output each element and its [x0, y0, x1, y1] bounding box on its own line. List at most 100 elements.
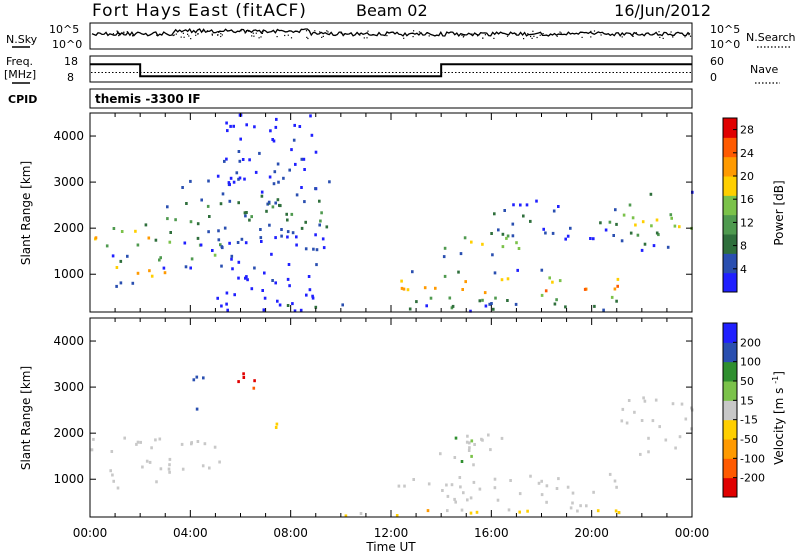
power-colorbar-segment: [723, 156, 737, 177]
power-scatter-cell: [166, 205, 169, 209]
velocity-colorbar-tick-label: -50: [740, 433, 758, 446]
velocity-scatter-cell: [627, 399, 631, 402]
power-scatter-cell: [196, 222, 200, 226]
noise-search-point: [672, 36, 674, 38]
noise-search-point: [390, 31, 392, 33]
power-scatter-cell: [463, 236, 467, 240]
power-scatter-cell: [655, 218, 659, 222]
velocity-scatter-cell: [395, 514, 399, 517]
velocity-scatter-cell: [150, 446, 153, 450]
velocity-scatter-cell: [168, 457, 172, 461]
power-scatter-cell: [189, 179, 192, 183]
velocity-scatter-cell: [540, 479, 543, 483]
noise-search-point: [220, 35, 222, 38]
velocity-scatter-cell: [617, 511, 621, 514]
time-axis: 00:00 04:00 08:00 12:00 16:00 20:00 00:00: [73, 526, 710, 540]
date-label: 16/Jun/2012: [614, 1, 711, 20]
power-scatter-cell: [223, 226, 227, 230]
noise-search-point: [600, 34, 602, 36]
power-scatter-cell: [566, 234, 570, 238]
velocity-scatter-cell: [213, 445, 217, 449]
velocity-colorbar: -200 -100 -50 -15 15 50 100 200: [722, 322, 765, 498]
noise-search-point: [307, 37, 309, 40]
noise-sky-label: N.Sky: [6, 33, 38, 46]
power-scatter-cell: [228, 241, 231, 245]
velocity-scatter-cell: [545, 484, 549, 488]
power-scatter-cell: [271, 279, 274, 282]
power-scatter-cell: [237, 150, 241, 153]
power-scatter-cell: [643, 242, 647, 246]
power-colorbar-tick-label: 12: [740, 216, 754, 229]
velocity-scatter-cell: [123, 436, 126, 440]
freq-label-line2: [MHz]: [4, 68, 36, 81]
beam-label: Beam 02: [356, 1, 428, 20]
noise-search-point: [287, 34, 289, 36]
power-colorbar-tick-label: 8: [740, 240, 747, 253]
noise-search-point: [531, 37, 533, 39]
power-scatter-cell: [569, 226, 572, 230]
noise-panel: N.Sky 10^5 10^0 10^5 10^0 N.Search: [6, 22, 796, 51]
noise-search-point: [672, 35, 674, 37]
velocity-colorbar-segment: [723, 439, 737, 459]
noise-right-tick-top: 10^5: [710, 23, 740, 36]
power-scatter-cell: [274, 125, 278, 129]
power-scatter-cell: [608, 220, 612, 224]
velocity-scatter-cell: [592, 490, 595, 494]
power-scatter-cell: [315, 248, 319, 252]
velocity-scatter-cell: [557, 477, 560, 481]
velocity-colorbar-segment: [723, 323, 737, 343]
power-scatter-cell: [491, 253, 494, 257]
power-scatter-cell: [612, 234, 615, 237]
power-scatter-cell: [512, 203, 515, 207]
velocity-scatter-cell: [480, 437, 483, 441]
velocity-scatter-cell: [647, 450, 650, 454]
freq-left-tick-top: 18: [64, 55, 78, 68]
velocity-scatter-cell: [469, 496, 473, 500]
y-tick-label: 4000: [53, 334, 84, 348]
noise-search-point: [175, 33, 177, 35]
power-scatter-cell: [230, 254, 234, 258]
power-scatter-cell: [276, 162, 280, 166]
power-scatter-cell: [503, 209, 506, 212]
power-scatter-cell: [564, 237, 567, 241]
noise-search-point: [635, 32, 637, 34]
power-scatter-cell: [673, 224, 677, 228]
power-colorbar-segment: [723, 195, 737, 216]
power-scatter-cell: [564, 305, 567, 309]
velocity-scatter-cell: [427, 482, 431, 486]
velocity-scatter-cell: [110, 450, 114, 453]
power-scatter-cell: [649, 192, 653, 196]
power-scatter-cell: [274, 201, 277, 205]
noise-search-point: [284, 34, 286, 37]
power-scatter-cell: [225, 291, 229, 295]
noise-panel-frame: [89, 22, 693, 50]
noise-search-point: [211, 34, 213, 36]
velocity-scatter: [90, 372, 694, 518]
power-scatter-cell: [216, 296, 219, 300]
velocity-scatter-cell: [615, 485, 618, 489]
power-scatter-cell: [237, 276, 240, 280]
velocity-scatter-cell: [493, 477, 497, 481]
velocity-scatter-cell: [159, 467, 163, 471]
power-scatter-cell: [244, 276, 247, 280]
velocity-scatter-cell: [397, 484, 401, 488]
power-scatter-cell: [115, 266, 119, 269]
power-scatter-cell: [184, 265, 188, 269]
power-colorbar-tick-label: 20: [740, 170, 754, 183]
velocity-scatter-cell: [242, 372, 245, 376]
velocity-scatter-cell: [439, 452, 442, 456]
power-scatter-cell: [319, 219, 322, 223]
power-scatter-cell: [219, 243, 222, 247]
power-scatter-cell: [225, 121, 228, 125]
noise-right-tick-bottom: 10^0: [710, 38, 740, 51]
power-scatter-cell: [231, 267, 234, 271]
noise-search-point: [536, 36, 538, 39]
power-scatter-cell: [312, 247, 315, 251]
power-scatter-cell: [429, 296, 433, 300]
power-colorbar-segment: [723, 234, 737, 254]
power-scatter-cell: [657, 233, 660, 237]
noise-trace: [91, 27, 692, 40]
velocity-scatter-cell: [496, 498, 500, 502]
power-scatter-cell: [599, 221, 602, 225]
power-scatter-cell: [311, 296, 315, 300]
